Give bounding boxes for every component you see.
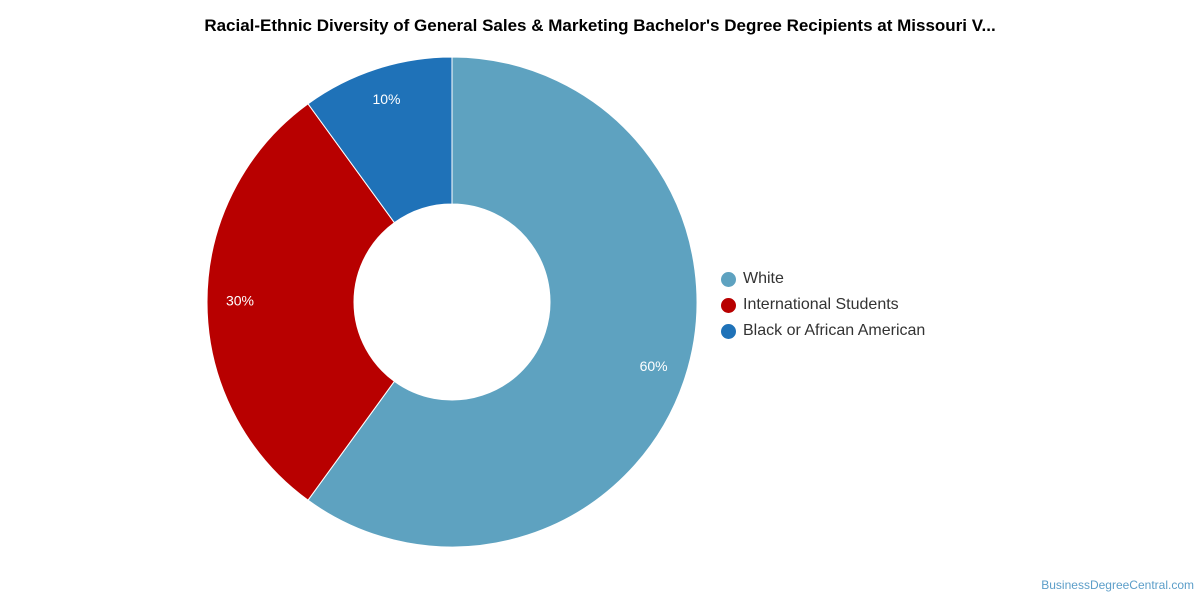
donut-slices [206,56,698,548]
slice-label: 30% [226,293,254,309]
legend-item[interactable]: Black or African American [721,318,925,344]
slice-white[interactable] [307,56,698,548]
legend-item[interactable]: White [721,266,925,292]
slice-labels: 60% 30% 10% [226,91,668,374]
slice-label: 10% [372,91,400,107]
slice-label: 60% [640,358,668,374]
legend-swatch [721,297,736,313]
legend-swatch [721,271,736,287]
legend-label: Black or African American [743,322,926,339]
slice-black-or-african-american[interactable] [307,56,453,224]
legend-label: White [743,270,784,287]
slice-international-students[interactable] [206,103,396,501]
site-watermark[interactable]: BusinessDegreeCentral.com [1041,578,1194,592]
chart-title: Racial-Ethnic Diversity of General Sales… [204,16,996,35]
legend-label: International Students [743,296,899,313]
chart-legend: White International Students Black or Afri… [721,266,925,344]
legend-swatch [721,323,736,339]
legend-item[interactable]: International Students [721,292,925,318]
